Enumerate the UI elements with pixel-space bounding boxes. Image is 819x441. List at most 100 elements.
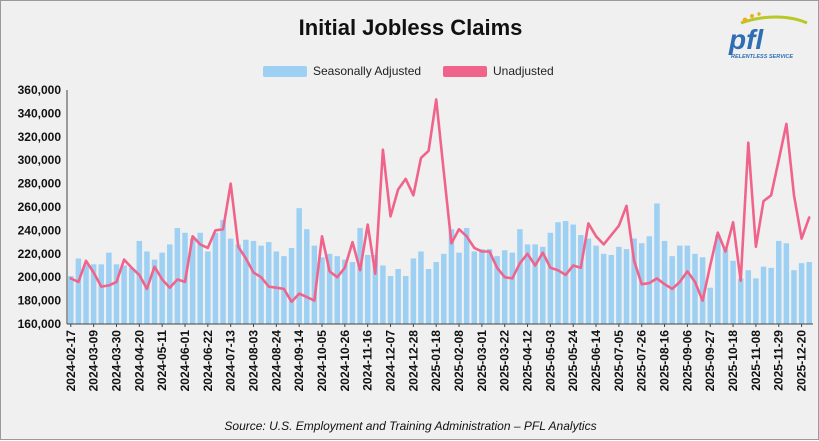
bar	[448, 229, 455, 324]
bar	[189, 238, 196, 324]
bar	[616, 246, 622, 324]
bar	[471, 251, 477, 324]
bar	[578, 235, 584, 324]
bar	[760, 266, 767, 324]
x-tick-label: 2024-08-24	[269, 330, 283, 392]
x-tick-label: 2025-06-14	[589, 330, 603, 392]
bar	[75, 258, 82, 324]
x-tick-label: 2024-11-16	[361, 330, 375, 391]
bar	[243, 239, 249, 324]
bar	[167, 244, 173, 324]
bar	[128, 267, 135, 324]
x-tick-label: 2025-08-16	[658, 330, 672, 392]
bar	[90, 264, 97, 324]
x-tick-label: 2025-11-08	[749, 330, 763, 391]
y-tick-label: 200,000	[18, 270, 62, 284]
bar	[776, 240, 782, 324]
bar	[387, 276, 394, 324]
bar	[113, 264, 120, 324]
bar	[486, 249, 493, 324]
bar	[623, 249, 630, 324]
bar	[509, 252, 516, 324]
bar	[593, 245, 599, 324]
y-tick-label: 340,000	[18, 106, 62, 120]
y-tick-label: 320,000	[18, 130, 62, 144]
bar	[524, 244, 531, 324]
x-tick-label: 2025-10-18	[726, 330, 740, 392]
bar	[334, 256, 340, 324]
x-tick-label: 2025-07-05	[612, 330, 626, 392]
x-tick-label: 2024-05-11	[155, 330, 169, 391]
bar	[136, 240, 143, 324]
bar	[372, 254, 379, 324]
bar	[540, 246, 546, 324]
bar	[326, 253, 333, 324]
bar	[753, 278, 759, 324]
bar	[456, 252, 462, 324]
bar	[364, 254, 371, 324]
bar	[418, 251, 424, 324]
bar	[806, 261, 812, 324]
bar	[357, 228, 363, 324]
bar	[570, 224, 576, 324]
x-tick-label: 2024-02-17	[64, 330, 78, 392]
bar	[501, 250, 508, 324]
bar	[631, 238, 637, 324]
y-tick-label: 220,000	[18, 247, 62, 261]
bar	[151, 259, 158, 324]
svg-text:pfl: pfl	[728, 24, 764, 55]
bar	[342, 259, 348, 324]
bar	[585, 238, 592, 324]
bar	[798, 263, 805, 324]
y-tick-label: 240,000	[18, 223, 62, 237]
x-tick-label: 2025-11-29	[772, 330, 786, 391]
y-tick-label: 280,000	[18, 177, 62, 191]
x-tick-label: 2024-12-07	[384, 330, 398, 392]
bar	[197, 232, 203, 324]
bar	[265, 242, 272, 324]
y-tick-label: 180,000	[18, 294, 62, 308]
x-tick-label: 2024-03-09	[87, 330, 101, 392]
source-note: Source: U.S. Employment and Training Adm…	[224, 419, 597, 433]
legend-label: Unadjusted	[493, 64, 554, 78]
pfl-logo: pfl RELENTLESS SERVICE	[728, 12, 808, 60]
x-tick-label: 2024-03-30	[109, 330, 123, 392]
bar	[235, 244, 242, 324]
x-tick-label: 2025-07-26	[635, 330, 649, 392]
bar	[304, 229, 310, 324]
bar	[288, 247, 295, 324]
bar	[600, 253, 607, 324]
x-tick-label: 2024-06-01	[178, 330, 192, 392]
bar	[715, 235, 721, 324]
bar	[410, 258, 417, 324]
x-tick-label: 2025-04-12	[521, 330, 535, 392]
x-tick-label: 2025-01-18	[429, 330, 443, 392]
x-tick-label: 2024-06-22	[201, 330, 215, 392]
bar	[68, 276, 74, 324]
bar	[692, 253, 698, 324]
x-tick-label: 2024-09-14	[292, 330, 306, 392]
bar	[646, 236, 653, 324]
bar	[433, 261, 439, 324]
bar	[205, 251, 211, 324]
x-tick-label: 2025-03-22	[498, 330, 512, 392]
bar	[547, 232, 554, 324]
bar	[403, 276, 409, 324]
bar	[737, 278, 744, 324]
bar	[654, 203, 660, 324]
bar	[684, 245, 691, 324]
legend-swatch-bar	[263, 66, 307, 77]
bar	[463, 228, 470, 324]
bar	[555, 222, 561, 324]
x-tick-label: 2025-05-03	[543, 330, 557, 392]
x-tick-label: 2025-12-20	[795, 330, 809, 392]
bar	[699, 257, 706, 324]
bar	[661, 240, 668, 324]
x-tick-label: 2025-05-24	[566, 330, 580, 392]
bar	[258, 245, 264, 324]
x-tick-label: 2025-03-01	[475, 330, 489, 392]
bar	[441, 253, 447, 324]
bar	[783, 243, 790, 324]
svg-text:RELENTLESS SERVICE: RELENTLESS SERVICE	[731, 54, 793, 60]
